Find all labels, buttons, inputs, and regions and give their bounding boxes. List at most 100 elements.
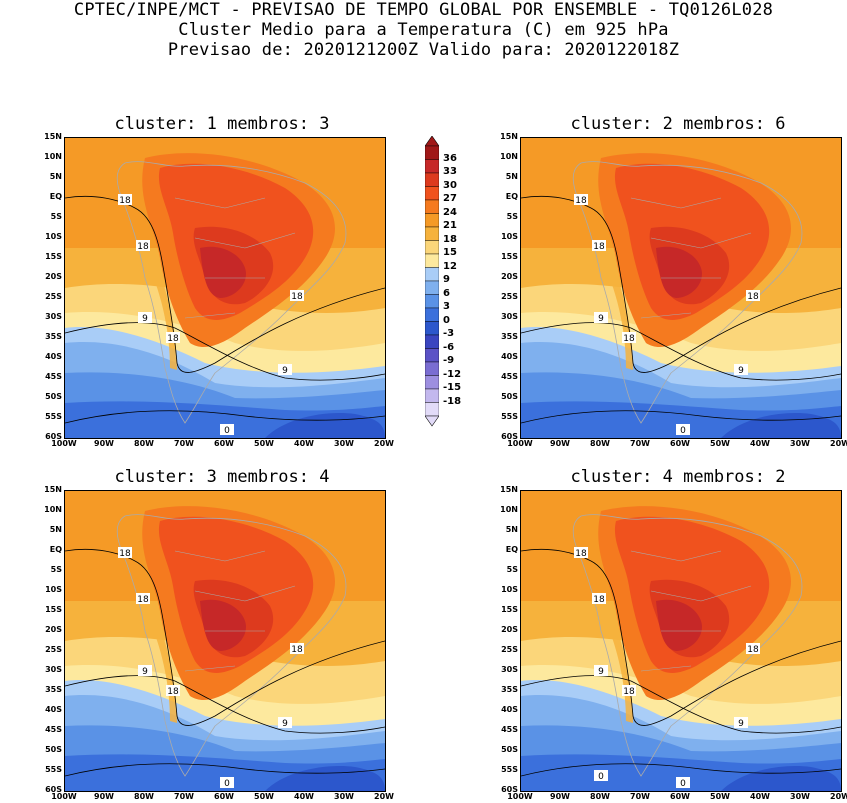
contour-label: 18 xyxy=(166,332,180,344)
lat-label: 55S xyxy=(501,765,518,774)
lat-label: 10N xyxy=(44,152,62,161)
contour-label: 18 xyxy=(746,643,760,655)
lon-label: 50W xyxy=(254,792,274,801)
lat-label: 35S xyxy=(501,685,518,694)
svg-text:18: 18 xyxy=(747,292,759,302)
lat-label: 5N xyxy=(49,525,62,534)
contour-label: 9 xyxy=(278,364,292,376)
lat-label: 60S xyxy=(45,785,62,794)
lon-label: 20W xyxy=(374,792,394,801)
colorbar-label: 9 xyxy=(443,274,450,285)
lat-label: 5N xyxy=(505,525,518,534)
lon-label: 90W xyxy=(94,792,114,801)
contour-label: 18 xyxy=(574,547,588,559)
colorbar-segment xyxy=(424,186,440,201)
colorbar-segment xyxy=(424,226,440,241)
lon-label: 90W xyxy=(550,792,570,801)
lat-label: 10N xyxy=(44,505,62,514)
lon-label: 30W xyxy=(334,792,354,801)
colorbar-segment xyxy=(424,348,440,363)
lat-label: 40S xyxy=(45,705,62,714)
lat-label: 15S xyxy=(501,252,518,261)
lat-label: 15N xyxy=(500,132,518,141)
map-panel-3: 18 18 18 18 9 9 0 xyxy=(64,490,386,792)
lat-label: 25S xyxy=(45,292,62,301)
svg-text:18: 18 xyxy=(575,196,587,206)
lat-label: 20S xyxy=(501,272,518,281)
lon-label: 80W xyxy=(134,439,154,448)
contour-label: 18 xyxy=(574,194,588,206)
lon-label: 100W xyxy=(51,792,77,801)
contour-label: 18 xyxy=(290,643,304,655)
colorbar-label: 27 xyxy=(443,193,457,204)
contour-label: 0 xyxy=(676,424,690,436)
temperature-map: 18 18 18 18 9 9 0 xyxy=(65,138,385,438)
contour-label: 0 xyxy=(220,777,234,789)
colorbar-label: -9 xyxy=(443,355,455,366)
panel-title-1: cluster: 1 membros: 3 xyxy=(114,114,330,134)
lon-label: 20W xyxy=(830,439,847,448)
contour-label: 9 xyxy=(138,665,152,677)
lat-label: 45S xyxy=(45,725,62,734)
lon-label: 60W xyxy=(670,792,690,801)
colorbar-bottom-arrow xyxy=(424,415,440,427)
lat-label: 30S xyxy=(501,665,518,674)
lat-label: 10S xyxy=(501,232,518,241)
svg-text:0: 0 xyxy=(598,772,604,782)
contour-label: 0 xyxy=(676,777,690,789)
temperature-map: 18 18 18 18 9 9 0 0 xyxy=(521,491,841,791)
lat-label: 15S xyxy=(501,605,518,614)
colorbar-label: 24 xyxy=(443,206,457,218)
temperature-map: 18 18 18 18 9 9 0 xyxy=(521,138,841,438)
svg-text:18: 18 xyxy=(119,549,131,559)
lat-label: 55S xyxy=(45,765,62,774)
contour-label: 9 xyxy=(138,312,152,324)
colorbar-segment xyxy=(424,388,440,403)
colorbar-label: 12 xyxy=(443,260,457,272)
contour-label: 9 xyxy=(734,717,748,729)
lat-label: 45S xyxy=(501,725,518,734)
svg-text:9: 9 xyxy=(738,719,744,729)
map-panel-2: 18 18 18 18 9 9 0 xyxy=(520,137,842,439)
lon-label: 60W xyxy=(214,792,234,801)
lat-label: 30S xyxy=(501,312,518,321)
lat-label: 30S xyxy=(45,312,62,321)
lat-label: 35S xyxy=(501,332,518,341)
svg-text:18: 18 xyxy=(167,687,179,697)
header-line-1: CPTEC/INPE/MCT - PREVISAO DE TEMPO GLOBA… xyxy=(73,0,774,20)
contour-label: 18 xyxy=(290,290,304,302)
svg-text:9: 9 xyxy=(142,667,148,677)
lat-label: 15S xyxy=(45,252,62,261)
lat-label: 20S xyxy=(45,625,62,634)
colorbar-label: -12 xyxy=(443,368,462,380)
lon-label: 100W xyxy=(507,439,533,448)
panel-title-4: cluster: 4 membros: 2 xyxy=(570,467,786,487)
lat-label: 45S xyxy=(45,372,62,381)
contour-label: 0 xyxy=(594,770,608,782)
lat-label: EQ xyxy=(505,545,518,554)
lon-label: 40W xyxy=(750,792,770,801)
lat-label: 20S xyxy=(45,272,62,281)
svg-text:18: 18 xyxy=(575,549,587,559)
lat-label: 20S xyxy=(501,625,518,634)
contour-label: 0 xyxy=(220,424,234,436)
colorbar-segment xyxy=(424,172,440,187)
lon-label: 20W xyxy=(374,439,394,448)
svg-text:18: 18 xyxy=(623,687,635,697)
contour-label: 18 xyxy=(136,240,150,252)
colorbar-label: 36 xyxy=(443,152,457,164)
lat-label: 10N xyxy=(500,152,518,161)
panel-title-2: cluster: 2 membros: 6 xyxy=(570,114,786,134)
colorbar-segment xyxy=(424,361,440,376)
lon-label: 50W xyxy=(254,439,274,448)
svg-text:9: 9 xyxy=(738,366,744,376)
contour-label: 18 xyxy=(118,547,132,559)
contour-label: 18 xyxy=(136,593,150,605)
colorbar-segment xyxy=(424,159,440,174)
lon-label: 60W xyxy=(670,439,690,448)
lat-label: 30S xyxy=(45,665,62,674)
lat-label: EQ xyxy=(49,545,62,554)
lat-label: 15N xyxy=(44,485,62,494)
colorbar-label: 30 xyxy=(443,179,457,191)
lon-label: 40W xyxy=(294,439,314,448)
